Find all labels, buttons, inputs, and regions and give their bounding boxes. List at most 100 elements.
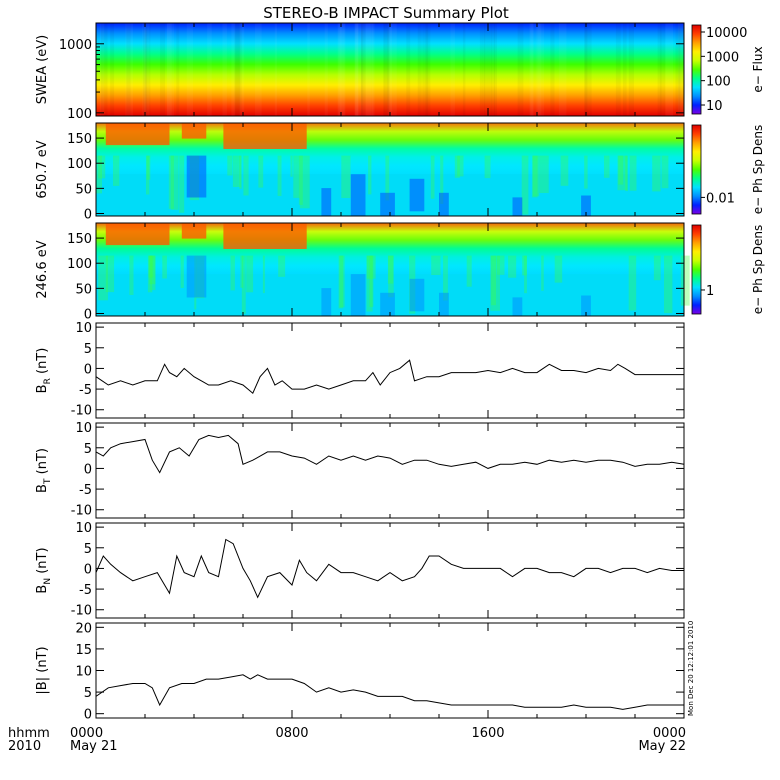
y-tick-label: 15 bbox=[75, 643, 92, 658]
spectrogram-texture bbox=[422, 23, 429, 116]
spectrogram-column bbox=[508, 255, 517, 278]
spectrogram-column bbox=[443, 255, 448, 301]
spectrogram-column bbox=[680, 255, 690, 306]
spectrogram-texture bbox=[255, 23, 262, 116]
spectrogram-column bbox=[457, 155, 464, 177]
spectrogram-texture bbox=[231, 23, 236, 116]
time-tick-sublabel: May 21 bbox=[70, 739, 118, 754]
y-tick-label: 0 bbox=[84, 207, 92, 222]
spectrogram-texture bbox=[324, 23, 328, 116]
spectrogram-column bbox=[239, 155, 242, 189]
field-series-line bbox=[95, 434, 685, 474]
spectrogram-column bbox=[454, 155, 460, 178]
spectrogram-column bbox=[484, 155, 491, 179]
spectrogram-texture bbox=[160, 23, 165, 116]
y-tick-label: 10 bbox=[75, 665, 92, 680]
spectrogram-column bbox=[278, 255, 286, 277]
spectrogram-texture bbox=[623, 23, 627, 116]
panel-1: 10000 1000 100 10 e− Flux 100 1000 SWEA (eV) bbox=[35, 22, 765, 122]
time-tick-label: 0000 bbox=[70, 726, 103, 741]
y-tick-label: 150 bbox=[67, 232, 92, 247]
spectrogram-texture bbox=[491, 23, 495, 116]
spectrogram-column bbox=[368, 155, 372, 195]
y-tick-label: 150 bbox=[67, 132, 92, 147]
spectrogram-column bbox=[560, 155, 569, 186]
y-tick-label: 50 bbox=[75, 282, 92, 297]
hot-patch bbox=[223, 223, 307, 249]
time-tick-label: 0800 bbox=[275, 726, 308, 741]
spectrogram-column bbox=[277, 155, 282, 196]
field-series-line bbox=[95, 538, 684, 599]
spectrogram-column bbox=[147, 255, 153, 293]
spectrogram-texture bbox=[584, 23, 592, 116]
y-tick-label: 0 bbox=[84, 307, 92, 322]
spectrogram-texture bbox=[494, 23, 497, 116]
colorbar-tick-label: 100 bbox=[706, 75, 731, 90]
y-tick-label: 10 bbox=[75, 521, 92, 536]
spectrogram-column bbox=[664, 255, 673, 314]
spectrogram-column bbox=[496, 255, 505, 275]
spectrogram-texture bbox=[535, 23, 542, 116]
spectrogram-texture bbox=[530, 23, 535, 116]
y-tick-label: 10 bbox=[75, 321, 92, 336]
figure-title: STEREO-B IMPACT Summary Plot bbox=[263, 4, 509, 22]
spectrogram-column bbox=[491, 255, 496, 306]
colorbar-label: e− Ph Sp Dens bbox=[751, 125, 765, 214]
spectrogram-column bbox=[258, 155, 264, 188]
spectrogram-column bbox=[232, 155, 241, 187]
y-axis-label: BR (nT) bbox=[35, 348, 53, 394]
y-tick-label: 100 bbox=[67, 157, 92, 172]
spectrogram-depletion bbox=[409, 178, 425, 212]
spectrogram-texture bbox=[425, 23, 431, 116]
spectrogram-column bbox=[524, 255, 527, 294]
spectrogram-texture bbox=[558, 23, 567, 116]
spectrogram-texture bbox=[417, 23, 422, 116]
spectrogram-texture bbox=[354, 23, 358, 116]
spectrogram-column bbox=[113, 155, 120, 186]
hot-patch bbox=[223, 123, 307, 149]
spectrogram-column bbox=[490, 255, 500, 311]
spectrogram-column bbox=[105, 255, 115, 293]
colorbar-tick-label: 1000 bbox=[706, 50, 739, 65]
spectrogram-texture bbox=[361, 23, 366, 116]
spectrogram-depletion bbox=[409, 278, 425, 312]
spectrogram-texture bbox=[387, 23, 393, 116]
y-tick-label: -5 bbox=[79, 383, 92, 398]
spectrogram-texture bbox=[144, 23, 147, 116]
panel-frame bbox=[95, 522, 685, 619]
spectrogram-texture bbox=[584, 23, 588, 116]
spectrogram-texture bbox=[384, 23, 390, 116]
spectrogram-column bbox=[241, 255, 246, 314]
spectrogram-texture bbox=[186, 23, 193, 116]
spectrogram-column bbox=[584, 155, 588, 189]
panel-6: 10 5 0 -5 -10 BN (nT) bbox=[35, 521, 685, 619]
panel-4: 10 5 0 -5 -10 BR (nT) bbox=[35, 321, 685, 419]
spectrogram-column bbox=[628, 255, 637, 311]
field-series-line bbox=[95, 674, 684, 710]
colorbar-tick-label: 10 bbox=[706, 99, 723, 114]
y-tick-label: 100 bbox=[67, 257, 92, 272]
y-tick-label: -10 bbox=[71, 504, 92, 519]
spectrogram-column bbox=[366, 255, 373, 312]
y-axis-label: BN (nT) bbox=[35, 547, 53, 593]
y-tick-label: 0 bbox=[84, 462, 92, 477]
spectrogram-depletion bbox=[512, 297, 523, 316]
spectrogram-column bbox=[146, 155, 150, 195]
spectrogram-texture bbox=[176, 23, 180, 116]
y-tick-label: 5 bbox=[84, 442, 92, 457]
spectrogram-depletion bbox=[380, 192, 395, 217]
y-tick-label: 5 bbox=[84, 342, 92, 357]
y-axis-label: |B| (nT) bbox=[35, 646, 50, 694]
spectrogram-depletion bbox=[321, 288, 332, 316]
y-tick-label: -5 bbox=[79, 483, 92, 498]
spectrogram-column bbox=[369, 255, 374, 307]
spectrogram-column bbox=[339, 255, 345, 308]
spectrogram-texture bbox=[274, 23, 277, 116]
spectrogram-texture bbox=[235, 23, 242, 116]
spectrogram-column bbox=[629, 155, 637, 191]
spectrogram-column bbox=[98, 255, 108, 301]
swea-spectrogram bbox=[96, 23, 684, 116]
panel-5: 10 5 0 -5 -10 BT (nT) bbox=[35, 421, 685, 519]
colorbar bbox=[691, 224, 702, 315]
